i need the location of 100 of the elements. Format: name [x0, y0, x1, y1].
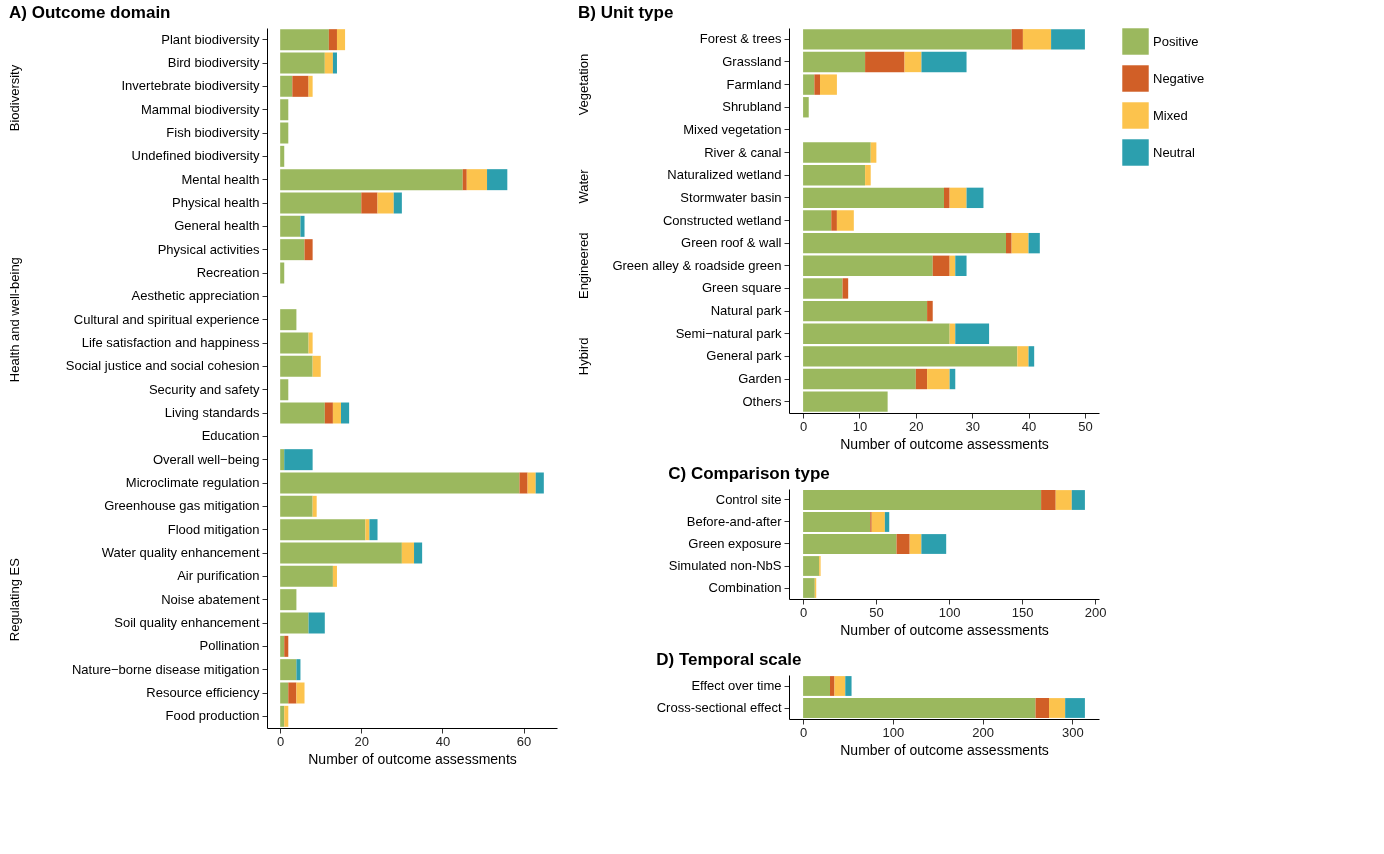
bar [308, 332, 313, 354]
bar [280, 519, 366, 541]
x-tick-label: 0 [277, 733, 285, 749]
y-tick-label: Natural park [710, 303, 782, 319]
y-tick-label: Air purification [177, 568, 260, 584]
bar [884, 512, 890, 532]
bar [803, 323, 950, 344]
y-tick-label: Simulated non-NbS [668, 558, 782, 573]
bar [487, 169, 508, 191]
y-tick-label: Plant biodiversity [161, 31, 260, 47]
bar [831, 210, 837, 231]
x-tick-label: 50 [869, 604, 884, 620]
x-tick-label: 0 [799, 724, 808, 740]
bar [280, 682, 289, 704]
bar [284, 635, 289, 657]
y-tick-label: Bird biodiversity [167, 55, 260, 70]
bar [803, 278, 843, 299]
bar [803, 300, 928, 322]
bar [1022, 29, 1052, 50]
bar [1006, 232, 1012, 254]
bar [803, 368, 916, 390]
bar [284, 705, 289, 727]
x-axis-title: Number of outcome assessments [308, 750, 517, 767]
bar [927, 300, 933, 322]
bar [803, 51, 866, 73]
bar [328, 29, 337, 51]
bar [280, 449, 285, 471]
bar [1049, 698, 1066, 718]
y-tick-label: Undefined biodiversity [131, 148, 260, 164]
bar [341, 402, 350, 424]
y-tick-label: Social justice and social cohesion [65, 358, 260, 374]
bar [280, 215, 301, 237]
bar [280, 169, 463, 191]
bar [803, 97, 809, 118]
text: B) Unit type [578, 3, 674, 22]
chart-title: C) Comparison type [668, 464, 830, 483]
x-tick-label: 200 [972, 724, 994, 740]
bar [377, 192, 394, 214]
bar [280, 122, 289, 144]
bar [1017, 346, 1029, 367]
bar [1065, 698, 1085, 718]
bar [803, 29, 1012, 50]
y-tick-label: Mental health [181, 171, 260, 187]
x-tick-label: 30 [965, 418, 980, 434]
bar [803, 512, 871, 532]
bar [280, 52, 325, 74]
bar [414, 542, 423, 564]
bar [466, 169, 488, 191]
y-tick-label: Control site [715, 492, 782, 507]
y-tick-label: Aesthetic appreciation [131, 288, 260, 304]
y-tick-label: Green exposure [688, 536, 782, 551]
y-tick-label: Grassland [722, 53, 782, 69]
text: A) Outcome domain [9, 3, 171, 22]
bar [842, 278, 849, 299]
bar [292, 75, 309, 97]
y-tick-label: River & canal [704, 144, 782, 160]
bar [280, 192, 362, 214]
y-tick-label: Semi−natural park [675, 325, 782, 341]
y-tick-label: General health [174, 218, 260, 234]
bar [296, 659, 301, 681]
bar [803, 490, 1042, 510]
y-tick-label: Garden [738, 371, 782, 387]
text: Hybird [576, 337, 591, 376]
bar [915, 368, 928, 390]
y-tick-label: Food production [165, 708, 260, 724]
legend-label: Negative [1153, 70, 1205, 86]
bar [280, 705, 285, 727]
bar [336, 29, 346, 51]
bar [280, 635, 285, 657]
x-tick-label: 20 [909, 418, 924, 434]
bar [845, 676, 852, 696]
bar [836, 210, 854, 231]
bar [871, 512, 885, 532]
y-tick-label: Security and safety [148, 381, 260, 397]
y-tick-label: Recreation [196, 265, 260, 280]
legend-label: Mixed [1153, 107, 1188, 123]
bar [304, 239, 313, 261]
bar [944, 187, 950, 209]
x-axis-title: Number of outcome assessments [840, 741, 1049, 758]
bar [332, 402, 342, 424]
y-tick-label: Noise abatement [161, 591, 260, 607]
y-tick-label: Invertebrate biodiversity [121, 78, 260, 94]
bar [280, 659, 297, 681]
bar [332, 565, 337, 587]
x-tick-label: 40 [435, 733, 451, 749]
chart-title: D) Temporal scale [656, 650, 802, 669]
bar [296, 682, 305, 704]
bar [955, 255, 967, 276]
x-tick-label: 0 [799, 418, 808, 434]
y-tick-label: Fish biodiversity [166, 125, 260, 140]
x-tick-label: 0 [799, 604, 808, 620]
x-tick-label: 300 [1061, 724, 1084, 740]
y-tick-label: Naturalized wetland [667, 167, 782, 183]
x-tick-label: 60 [516, 733, 532, 749]
text: Regulating ES [7, 557, 22, 642]
bar [1071, 490, 1085, 510]
bar [803, 187, 944, 209]
text: Biodiversity [7, 64, 22, 132]
bar [865, 51, 905, 73]
bar [921, 534, 947, 554]
